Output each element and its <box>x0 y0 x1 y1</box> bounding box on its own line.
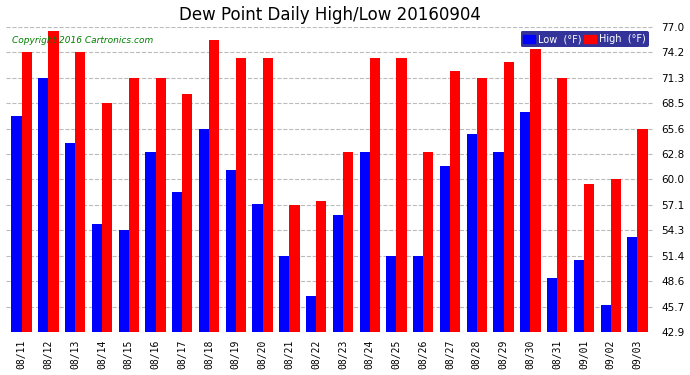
Bar <box>12 116 21 332</box>
Bar <box>386 256 397 332</box>
Bar <box>289 205 299 332</box>
Bar <box>531 49 540 332</box>
Bar <box>547 278 557 332</box>
Bar <box>397 58 406 332</box>
Bar <box>574 260 584 332</box>
Bar <box>226 170 236 332</box>
Bar <box>423 152 433 332</box>
Bar <box>333 215 343 332</box>
Bar <box>155 78 166 332</box>
Bar <box>21 52 32 332</box>
Bar <box>75 52 86 332</box>
Bar <box>92 224 102 332</box>
Bar <box>199 129 209 332</box>
Bar <box>638 129 648 332</box>
Text: Copyright 2016 Cartronics.com: Copyright 2016 Cartronics.com <box>12 36 153 45</box>
Bar <box>450 71 460 332</box>
Bar <box>413 256 423 332</box>
Bar <box>209 40 219 332</box>
Bar <box>504 62 514 332</box>
Bar <box>477 78 487 332</box>
Bar <box>370 58 380 332</box>
Bar <box>440 165 450 332</box>
Title: Dew Point Daily High/Low 20160904: Dew Point Daily High/Low 20160904 <box>179 6 480 24</box>
Bar <box>236 58 246 332</box>
Bar <box>119 230 129 332</box>
Bar <box>279 256 289 332</box>
Bar <box>102 103 112 332</box>
Bar <box>129 78 139 332</box>
Bar <box>146 152 155 332</box>
Bar <box>557 78 567 332</box>
Bar <box>306 296 316 332</box>
Bar <box>493 152 504 332</box>
Bar <box>520 112 531 332</box>
Bar <box>182 94 193 332</box>
Bar <box>263 58 273 332</box>
Bar <box>600 304 611 332</box>
Bar <box>466 134 477 332</box>
Bar <box>38 78 48 332</box>
Bar <box>627 237 638 332</box>
Bar <box>172 192 182 332</box>
Bar <box>316 201 326 332</box>
Bar <box>253 204 263 332</box>
Bar <box>343 152 353 332</box>
Bar <box>359 152 370 332</box>
Bar <box>584 183 594 332</box>
Bar <box>611 179 621 332</box>
Bar <box>65 143 75 332</box>
Bar <box>48 31 59 332</box>
Legend: Low  (°F), High  (°F): Low (°F), High (°F) <box>520 32 649 47</box>
